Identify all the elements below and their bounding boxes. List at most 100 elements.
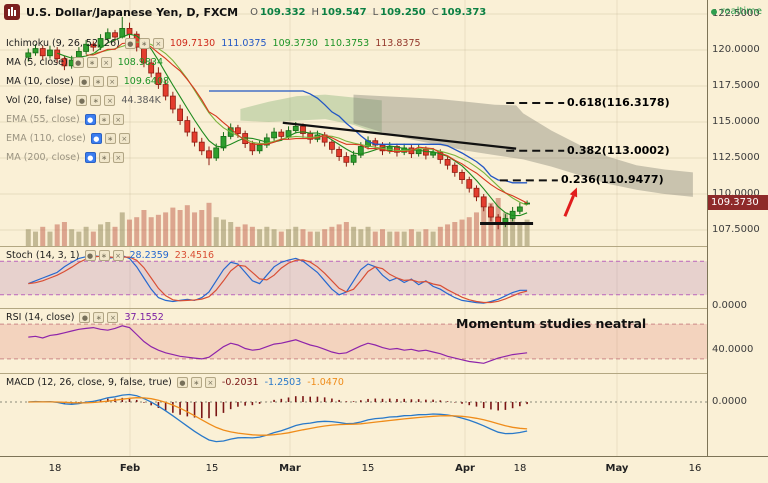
eye-icon[interactable]: ● xyxy=(76,95,88,106)
indicator-title: EMA (110, close) xyxy=(6,133,86,144)
indicator-value: 23.4516 xyxy=(174,250,215,261)
ohlc-values: O 109.332 H 109.547 L 109.250 C 109.373 xyxy=(244,7,486,18)
price-axis-label: 115.0000 xyxy=(712,116,760,127)
time-axis-label: 18 xyxy=(48,463,62,474)
chart-logo-icon[interactable] xyxy=(4,4,20,20)
indicator-title: Ichimoku (9, 26, 52, 26) xyxy=(6,38,120,49)
ohlc-value: 109.547 xyxy=(321,6,367,18)
indicator-axis-label: 0.0000 xyxy=(712,300,747,311)
indicator-title: EMA (55, close) xyxy=(6,114,80,125)
close-icon[interactable]: × xyxy=(100,57,112,68)
indicator-value: -1.0470 xyxy=(307,377,344,388)
indicator-value: 108.9834 xyxy=(117,57,164,68)
indicator-title: MA (5, close) xyxy=(6,57,68,68)
pane-separator[interactable] xyxy=(0,246,707,247)
ohlc-letter: C xyxy=(431,6,439,18)
indicator-legend-row: Ichimoku (9, 26, 52, 26) ● ∗ × 109.7130 111.0… xyxy=(6,38,421,49)
chart-header: U.S. Dollar/Japanese Yen, D, FXCM O 109.3… xyxy=(4,4,486,20)
settings-icon[interactable]: ∗ xyxy=(86,57,98,68)
eye-icon[interactable]: ● xyxy=(72,57,84,68)
realtime-indicator: realtime xyxy=(711,6,762,17)
time-axis-label: Feb xyxy=(119,463,141,474)
indicator-legend-row: RSI (14, close) ● ∗ × 37.1552 xyxy=(6,312,164,323)
ohlc-letter: O xyxy=(250,6,258,18)
pane-separator[interactable] xyxy=(0,373,707,374)
indicator-legend-row: MA (200, close) ● ∗ × xyxy=(6,152,124,163)
indicator-title: MA (10, close) xyxy=(6,76,74,87)
indicator-legend-row: MA (10, close) ● ∗ × 109.6408 xyxy=(6,76,169,87)
price-axis-label: 110.0000 xyxy=(712,188,760,199)
time-axis-label: 18 xyxy=(513,463,527,474)
close-icon[interactable]: × xyxy=(152,38,164,49)
indicator-value: 37.1552 xyxy=(124,312,164,323)
indicator-value: 109.7130 xyxy=(169,38,216,49)
price-axis-label: 107.5000 xyxy=(712,224,760,235)
time-axis-label: Mar xyxy=(279,463,301,474)
fib-level-label: 0.382(113.0002) xyxy=(567,144,670,157)
indicator-value: -1.2503 xyxy=(264,377,302,388)
settings-icon[interactable]: ∗ xyxy=(93,312,105,323)
indicator-axis-label: 40.0000 xyxy=(712,344,754,356)
indicator-title: MA (200, close) xyxy=(6,152,80,163)
close-icon[interactable]: × xyxy=(112,114,124,125)
indicator-value: 110.3753 xyxy=(323,38,370,49)
indicator-value: 111.0375 xyxy=(221,38,267,49)
ohlc-value: 109.250 xyxy=(380,6,426,18)
last-price-tag: 109.3730 xyxy=(708,195,768,211)
settings-icon[interactable]: ∗ xyxy=(98,152,110,163)
eye-icon[interactable]: ● xyxy=(78,76,90,87)
time-axis-label: Apr xyxy=(455,463,475,474)
fib-level-label: 0.618(116.3178) xyxy=(567,96,670,109)
indicator-legend-row: EMA (110, close) ● ∗ × xyxy=(6,133,130,144)
settings-icon[interactable]: ∗ xyxy=(98,114,110,125)
indicator-value: 113.8375 xyxy=(375,38,421,49)
price-axis-label: 112.5000 xyxy=(712,152,760,163)
settings-icon[interactable]: ∗ xyxy=(90,95,102,106)
symbol-title[interactable]: U.S. Dollar/Japanese Yen, D, FXCM xyxy=(26,5,239,19)
eye-icon[interactable]: ● xyxy=(79,312,91,323)
stochastic-pane[interactable] xyxy=(0,247,707,309)
close-icon[interactable]: × xyxy=(112,250,124,261)
eye-icon[interactable]: ● xyxy=(176,377,188,388)
time-axis-label: 15 xyxy=(361,463,375,474)
close-icon[interactable]: × xyxy=(104,95,116,106)
rsi-pane[interactable] xyxy=(0,309,707,374)
close-icon[interactable]: × xyxy=(106,76,118,87)
ohlc-value: 109.332 xyxy=(259,6,306,18)
settings-icon[interactable]: ∗ xyxy=(98,250,110,261)
eye-icon[interactable]: ● xyxy=(90,133,102,144)
ohlc-value: 109.373 xyxy=(440,6,487,18)
indicator-legend-row: Vol (20, false) ● ∗ × 44.384K xyxy=(6,95,161,106)
indicator-legend-row: MA (5, close) ● ∗ × 108.9834 xyxy=(6,57,163,68)
indicator-axis-label: 0.0000 xyxy=(712,396,747,407)
indicator-title: Vol (20, false) xyxy=(6,95,72,106)
settings-icon[interactable]: ∗ xyxy=(104,133,116,144)
price-axis[interactable]: 109.3730 122.5000 120.0000 117.5000 115.000… xyxy=(707,0,768,456)
close-icon[interactable]: × xyxy=(107,312,119,323)
eye-icon[interactable]: ● xyxy=(124,38,136,49)
indicator-value: 44.384K xyxy=(121,95,161,106)
indicator-title: Stoch (14, 3, 1) xyxy=(6,250,80,261)
pane-separator[interactable] xyxy=(0,308,707,309)
indicator-title: RSI (14, close) xyxy=(6,312,75,323)
eye-icon[interactable]: ● xyxy=(84,114,96,125)
close-icon[interactable]: × xyxy=(204,377,216,388)
indicator-legend-row: MACD (12, 26, close, 9, false, true) ● ∗ × -… xyxy=(6,377,344,388)
macd-pane[interactable] xyxy=(0,374,707,456)
close-icon[interactable]: × xyxy=(112,152,124,163)
eye-icon[interactable]: ● xyxy=(84,152,96,163)
time-axis[interactable]: 18 Feb 15 Mar 15 Apr 18 May 16 xyxy=(0,456,768,483)
realtime-label: realtime xyxy=(720,6,762,17)
price-axis-label: 117.5000 xyxy=(712,80,760,91)
main-price-pane[interactable] xyxy=(0,0,707,247)
time-axis-label: May xyxy=(605,463,629,474)
settings-icon[interactable]: ∗ xyxy=(92,76,104,87)
realtime-dot-icon xyxy=(711,8,718,15)
settings-icon[interactable]: ∗ xyxy=(138,38,150,49)
indicator-value: 109.6408 xyxy=(123,76,170,87)
close-icon[interactable]: × xyxy=(118,133,130,144)
indicator-legend-row: EMA (55, close) ● ∗ × xyxy=(6,114,124,125)
settings-icon[interactable]: ∗ xyxy=(190,377,202,388)
eye-icon[interactable]: ● xyxy=(84,250,96,261)
